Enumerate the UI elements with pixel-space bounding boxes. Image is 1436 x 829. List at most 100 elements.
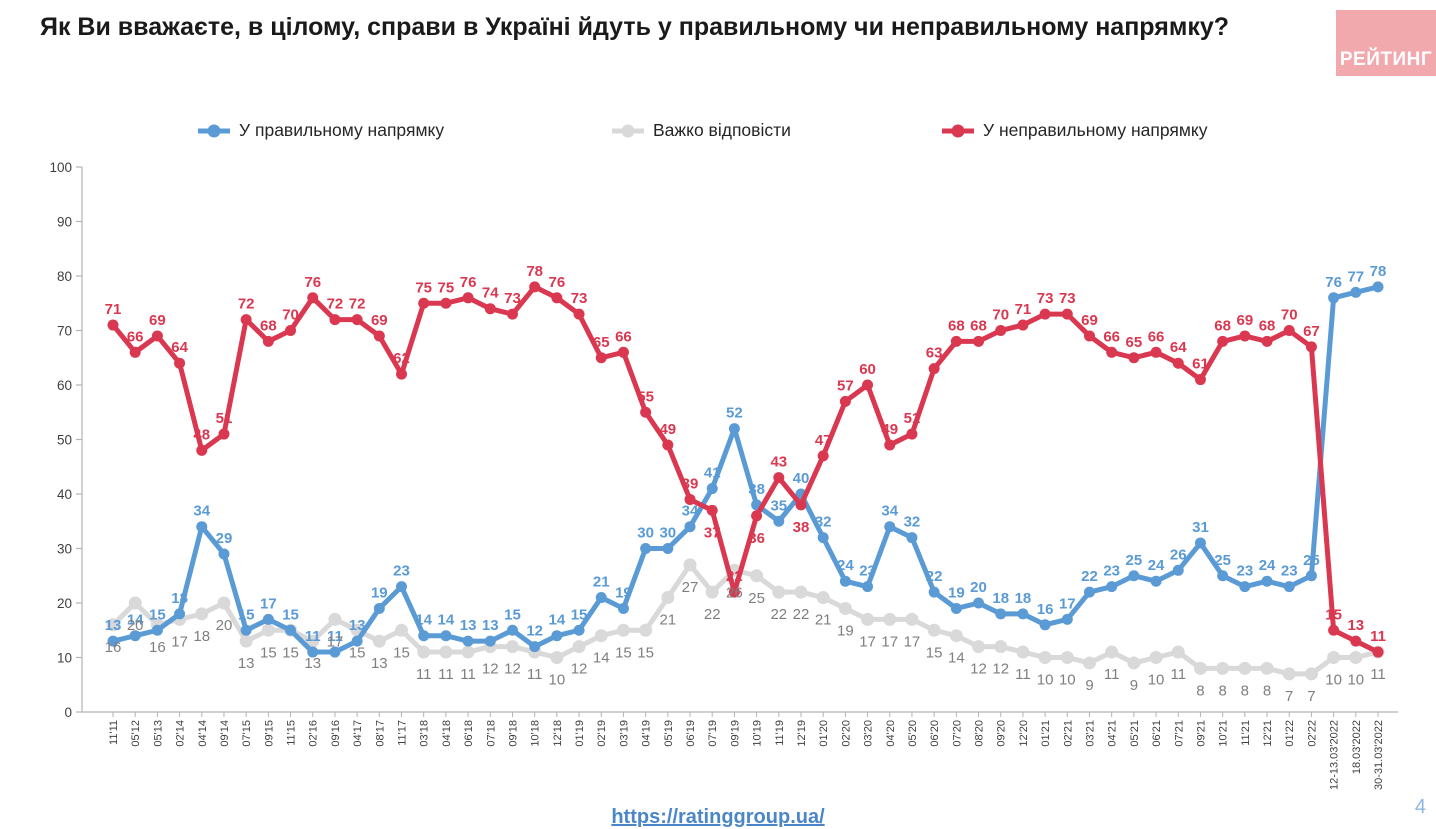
series-hard-to-say-value-label: 17 xyxy=(904,633,921,650)
series-wrong-direction-value-label: 72 xyxy=(327,296,344,313)
series-hard-to-say-value-label: 10 xyxy=(1148,672,1165,689)
x-axis-tick-label: 12'21 xyxy=(1262,720,1274,747)
series-hard-to-say-point xyxy=(106,618,120,632)
series-right-direction-point xyxy=(440,630,452,642)
x-axis-tick-label: 03'19 xyxy=(618,720,630,747)
series-wrong-direction-point xyxy=(1328,624,1340,636)
series-right-direction-point xyxy=(129,630,141,642)
series-wrong-direction-point xyxy=(1194,374,1206,386)
series-right-direction-value-label: 29 xyxy=(216,530,233,547)
series-right-direction-point xyxy=(728,423,740,435)
x-axis-tick-label: 07'20 xyxy=(951,720,963,747)
x-axis-tick-label: 03'21 xyxy=(1084,720,1096,747)
x-axis-tick-label: 04'21 xyxy=(1107,720,1119,747)
rating-logo-text: РЕЙТИНГ xyxy=(1339,49,1433,70)
x-axis-tick-label: 09'18 xyxy=(507,720,519,747)
series-wrong-direction-point xyxy=(995,325,1007,336)
series-hard-to-say-value-label: 10 xyxy=(1325,672,1342,689)
series-hard-to-say-value-label: 8 xyxy=(1196,682,1204,699)
series-hard-to-say-point xyxy=(372,634,386,648)
series-right-direction-value-label: 30 xyxy=(659,525,676,542)
series-wrong-direction-point xyxy=(773,472,785,484)
series-right-direction-value-label: 78 xyxy=(1370,263,1387,280)
series-wrong-direction-value-label: 78 xyxy=(526,263,543,280)
series-wrong-direction-value-label: 61 xyxy=(1192,356,1209,373)
series-right-direction-line xyxy=(107,281,1384,658)
series-hard-to-say-point xyxy=(1327,651,1341,664)
series-wrong-direction-point xyxy=(706,504,718,516)
series-right-direction-value-label: 34 xyxy=(881,503,898,520)
series-wrong-direction-point xyxy=(285,325,297,336)
series-hard-to-say-point xyxy=(1349,651,1363,664)
legend-label-right-direction: У правильному напрямку xyxy=(239,120,445,140)
series-right-direction-value-label: 14 xyxy=(438,612,455,629)
series-hard-to-say-value-label: 11 xyxy=(438,666,454,683)
series-wrong-direction-point xyxy=(396,368,408,380)
series-hard-to-say-value-label: 17 xyxy=(859,633,876,650)
series-wrong-direction-point xyxy=(817,450,829,462)
series-right-direction-value-label: 25 xyxy=(1214,552,1231,569)
series-wrong-direction-point xyxy=(218,428,230,440)
series-hard-to-say-value-label: 15 xyxy=(349,644,366,661)
series-hard-to-say-value-label: 12 xyxy=(482,661,499,678)
series-right-direction-point xyxy=(973,597,985,609)
series-wrong-direction-point xyxy=(262,335,274,347)
series-right-direction-point xyxy=(396,581,408,593)
series-hard-to-say-point xyxy=(994,640,1008,654)
series-hard-to-say-point xyxy=(661,591,675,605)
series-hard-to-say-point xyxy=(217,596,231,610)
series-right-direction-point xyxy=(462,635,474,647)
series-hard-to-say-point xyxy=(195,607,209,621)
series-wrong-direction-point xyxy=(1372,646,1384,658)
series-wrong-direction-point xyxy=(462,292,474,304)
series-wrong-direction-value-label: 73 xyxy=(504,290,521,307)
series-hard-to-say-point xyxy=(1082,656,1096,670)
x-axis-tick-label: 03'20 xyxy=(863,720,875,747)
series-wrong-direction-point xyxy=(373,330,385,342)
series-right-direction-value-label: 19 xyxy=(615,584,632,601)
series-right-direction-value-label: 35 xyxy=(770,497,787,514)
series-right-direction-value-label: 13 xyxy=(460,617,477,634)
x-axis-tick-label: 05'13 xyxy=(152,720,164,747)
series-right-direction-point xyxy=(1350,286,1362,298)
series-right-direction-value-label: 32 xyxy=(904,514,921,531)
series-wrong-direction-point xyxy=(1106,346,1118,358)
series-hard-to-say-value-label: 15 xyxy=(393,644,410,661)
x-axis-tick-label: 11'11 xyxy=(108,720,120,745)
series-wrong-direction-value-label: 72 xyxy=(238,296,255,313)
series-wrong-direction-value-label: 36 xyxy=(748,530,765,547)
series-right-direction-point xyxy=(1217,570,1229,582)
series-hard-to-say-point xyxy=(972,640,986,654)
legend-marker-right-direction-icon xyxy=(198,124,230,137)
y-axis-tick-label: 50 xyxy=(57,433,72,448)
series-wrong-direction-point xyxy=(573,308,585,320)
series-hard-to-say-point xyxy=(794,585,808,599)
series-wrong-direction-value-label: 43 xyxy=(770,454,787,471)
series-hard-to-say-point xyxy=(905,612,919,626)
series-wrong-direction-point xyxy=(196,444,208,456)
series-hard-to-say-value-label: 11 xyxy=(460,666,476,683)
series-wrong-direction-value-label: 48 xyxy=(193,426,210,443)
series-hard-to-say-point xyxy=(417,645,431,659)
series-wrong-direction-value-label: 49 xyxy=(659,421,676,438)
footer-url-link[interactable]: https://ratinggroup.ua/ xyxy=(611,806,825,828)
x-axis-tick-label: 06'20 xyxy=(929,720,941,747)
series-right-direction-point xyxy=(839,575,851,587)
series-wrong-direction-value-label: 75 xyxy=(438,279,455,296)
x-axis-tick-label: 11'15 xyxy=(286,720,298,746)
series-right-direction-value-label: 18 xyxy=(171,590,188,607)
series-right-direction-value-label: 19 xyxy=(371,584,388,601)
series-wrong-direction-value-label: 70 xyxy=(992,307,1009,324)
series-hard-to-say-value-label: 12 xyxy=(504,661,521,678)
x-axis-tick-label: 12'19 xyxy=(796,720,808,747)
series-wrong-direction-value-label: 11 xyxy=(1370,628,1386,645)
series-right-direction-point xyxy=(1305,570,1317,582)
series-hard-to-say-point xyxy=(505,640,519,654)
series-hard-to-say-value-label: 9 xyxy=(1085,677,1093,694)
series-right-direction-point xyxy=(1017,608,1029,620)
series-wrong-direction-value-label: 49 xyxy=(881,421,898,438)
series-right-direction-value-label: 15 xyxy=(282,606,299,623)
series-hard-to-say-point xyxy=(1171,645,1185,659)
series-hard-to-say-point xyxy=(550,651,564,664)
series-wrong-direction-point xyxy=(728,586,740,598)
